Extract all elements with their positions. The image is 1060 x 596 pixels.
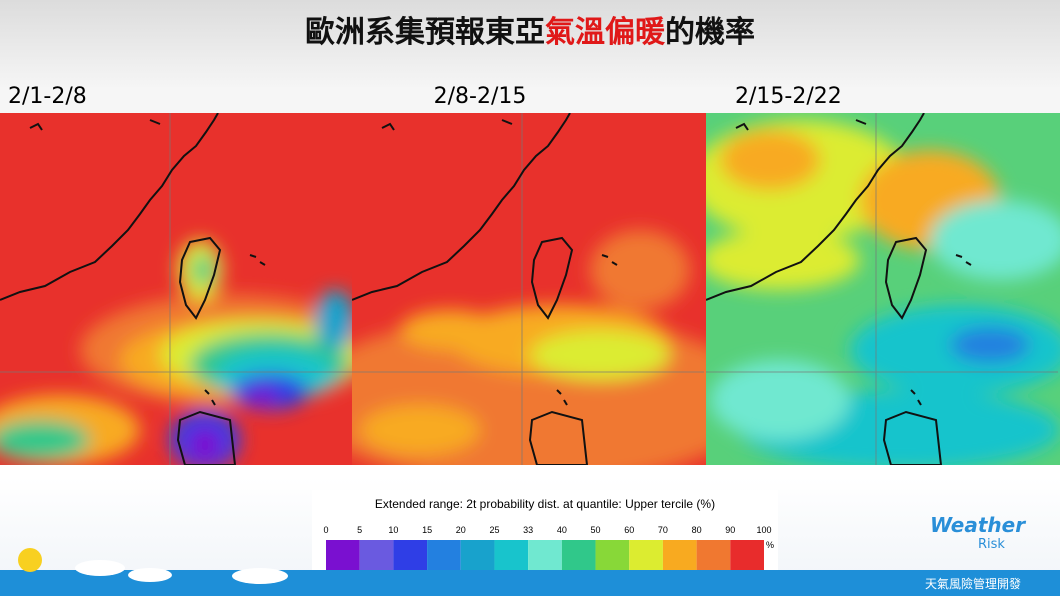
colorbar-swatch bbox=[561, 540, 596, 574]
title: 歐洲系集預報東亞氣溫偏暖的機率 bbox=[305, 15, 755, 50]
colorbar-swatch bbox=[393, 540, 428, 574]
logo-sub: Risk bbox=[978, 537, 1005, 552]
sun bbox=[18, 548, 42, 572]
map-panel bbox=[0, 113, 352, 465]
colorbar-tick: 50 bbox=[591, 525, 601, 535]
sky-strip bbox=[0, 570, 1060, 596]
colorbar-swatch bbox=[662, 540, 697, 574]
colorbar-unit: % bbox=[766, 540, 774, 550]
colorbar-tick: 70 bbox=[658, 525, 668, 535]
colorbar-swatch bbox=[427, 540, 461, 574]
colorbar-swatch bbox=[629, 540, 663, 574]
map-panel bbox=[352, 113, 706, 465]
panel-label: 2/8-2/15 bbox=[434, 84, 527, 109]
colorbar-swatch bbox=[460, 540, 495, 574]
colorbar-tick: 100 bbox=[756, 525, 771, 535]
colorbar-swatch bbox=[595, 540, 630, 574]
footer: 天氣風險管理開發 bbox=[925, 576, 1021, 591]
map-panel bbox=[706, 113, 1060, 465]
colorbar-title: Extended range: 2t probability dist. at … bbox=[375, 497, 715, 511]
colorbar-swatch bbox=[494, 540, 529, 574]
colorbar-tick: 90 bbox=[725, 525, 735, 535]
colorbar-tick: 60 bbox=[624, 525, 634, 535]
colorbar-tick: 10 bbox=[388, 525, 398, 535]
colorbar-tick: 20 bbox=[456, 525, 466, 535]
colorbar-tick: 25 bbox=[489, 525, 499, 535]
panel-label: 2/1-2/8 bbox=[8, 84, 87, 109]
colorbar-tick: 33 bbox=[523, 525, 533, 535]
colorbar-tick: 15 bbox=[422, 525, 432, 535]
colorbar-swatch bbox=[528, 540, 562, 574]
colorbar-tick: 40 bbox=[557, 525, 567, 535]
colorbar-tick: 0 bbox=[323, 525, 328, 535]
colorbar: 0 5 10 15 20 25 33 40 50 60 70 80 90 100 bbox=[323, 525, 772, 574]
colorbar-tick: 5 bbox=[357, 525, 362, 535]
logo: Weather bbox=[930, 513, 1026, 537]
clouds bbox=[75, 560, 288, 584]
colorbar-swatch bbox=[326, 540, 360, 574]
panel-label: 2/15-2/22 bbox=[735, 84, 842, 109]
colorbar-swatch bbox=[696, 540, 731, 574]
colorbar-tick: 80 bbox=[692, 525, 702, 535]
colorbar-swatch bbox=[359, 540, 394, 574]
colorbar-swatch bbox=[730, 540, 764, 574]
